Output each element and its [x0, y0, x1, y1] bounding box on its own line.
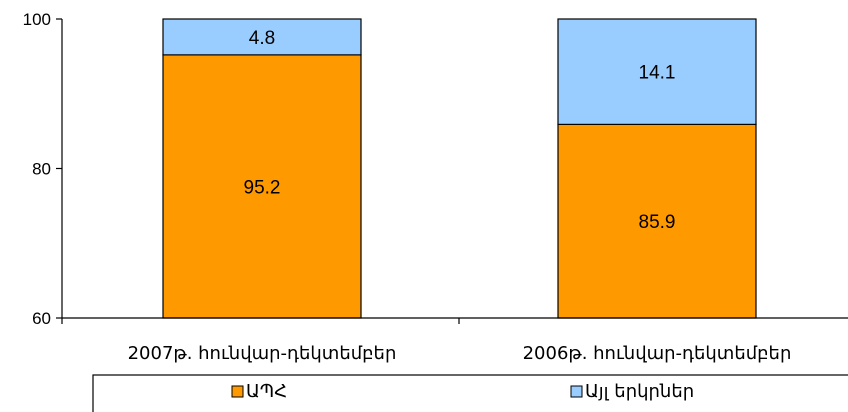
- data-label-cis-2: 85.9: [639, 212, 676, 233]
- data-label-cis-1: 95.2: [244, 177, 281, 198]
- legend-box: [92, 374, 848, 412]
- labels-layer: 95.2 4.8 2007թ. հունվար-դեկտեմբեր 85.9 14.1 2…: [23, 10, 792, 364]
- category-label-2: 2006թ. հունվար-դեկտեմբեր: [523, 343, 792, 364]
- legend-swatch-other: [570, 385, 583, 398]
- legend: ԱՊՀ Այլ երկրներ: [92, 374, 848, 412]
- bar-segment-cis-1: [162, 54, 362, 319]
- legend-label-cis: ԱՊՀ: [246, 381, 287, 402]
- legend-label-other: Այլ երկրներ: [585, 381, 694, 402]
- axes-layer: [56, 18, 848, 324]
- category-label-1: 2007թ. հունվար-դեկտեմբեր: [128, 343, 397, 364]
- legend-swatch-cis: [231, 385, 244, 398]
- y-tick-label-60: 60: [32, 309, 51, 328]
- bar-segment-other-1: [162, 18, 362, 56]
- data-label-other-1: 4.8: [249, 28, 275, 49]
- y-tick-label-80: 80: [32, 160, 51, 179]
- bars-layer: [162, 18, 757, 319]
- bar-segment-other-2: [557, 18, 757, 125]
- data-label-other-2: 14.1: [639, 63, 676, 84]
- y-tick-label-100: 100: [23, 10, 51, 29]
